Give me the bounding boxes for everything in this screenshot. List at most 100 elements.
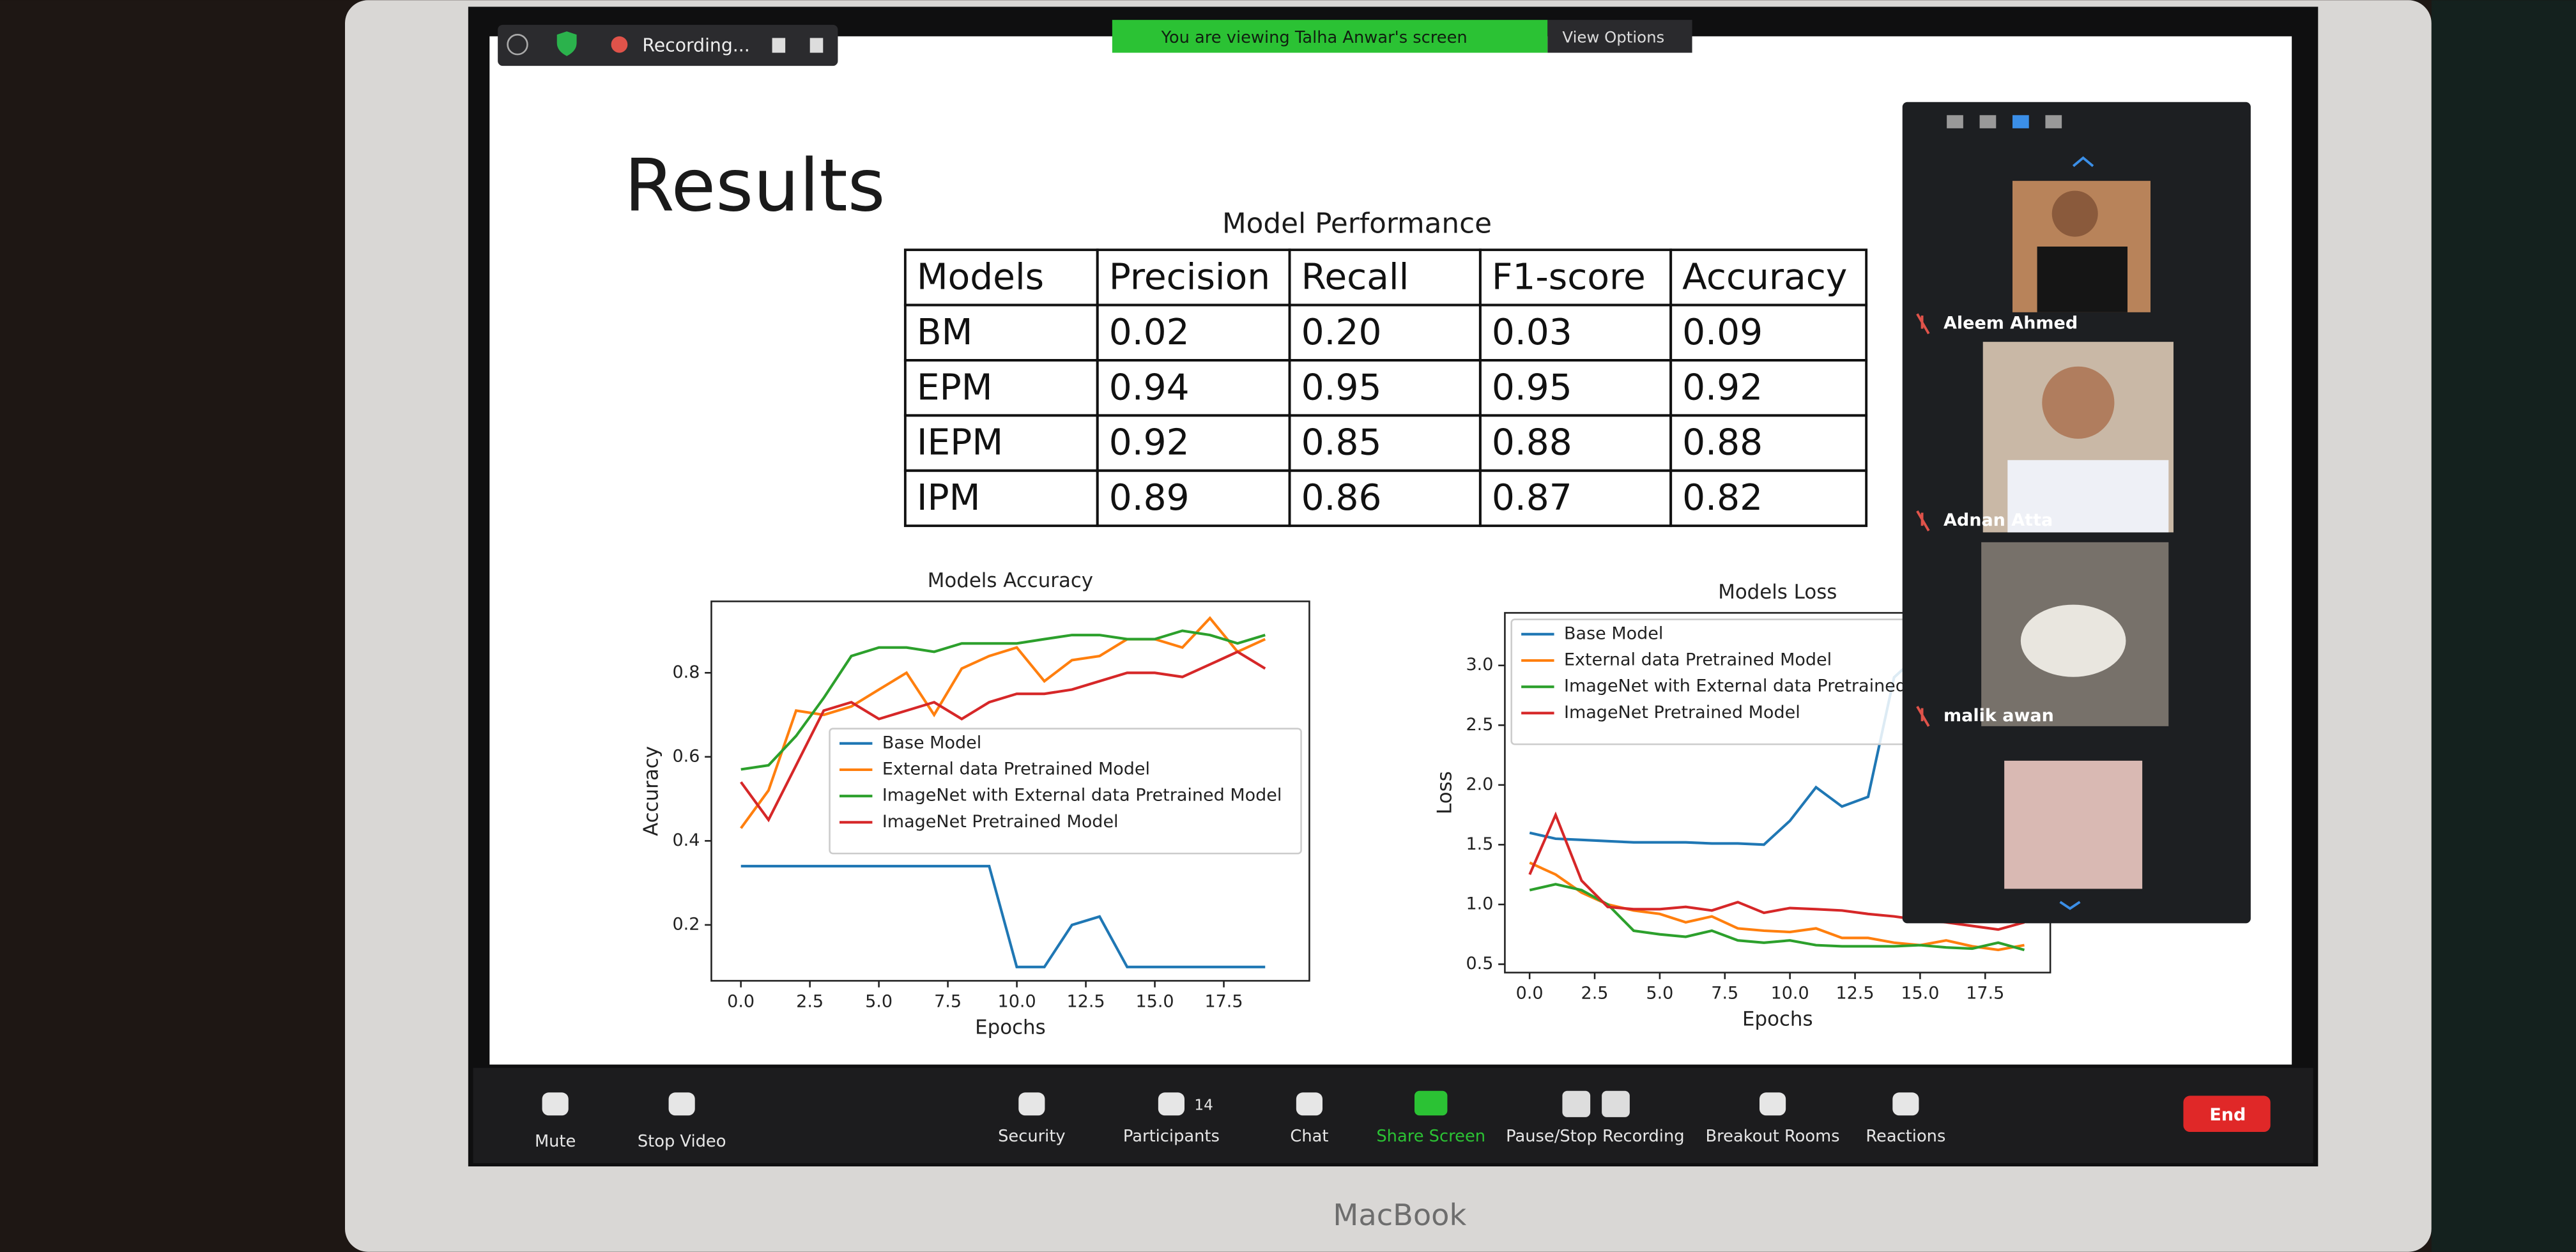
toolbar-label: Chat	[1290, 1127, 1328, 1146]
slide-title: Results	[624, 143, 885, 227]
scroll-up[interactable]	[2072, 156, 2094, 167]
view-icon[interactable]	[1979, 115, 1997, 128]
muted-mic	[1916, 510, 1930, 531]
series-line	[740, 864, 1266, 968]
stop-icon[interactable]	[809, 38, 824, 53]
y-tick-label: 0.6	[672, 746, 700, 766]
share-icon	[1414, 1090, 1448, 1116]
recording-pill	[498, 24, 838, 66]
end-button[interactable]	[2183, 1096, 2271, 1132]
toolbar-label: Share Screen	[1376, 1127, 1485, 1146]
room-right	[2431, 0, 2576, 1252]
x-tick-label: 12.5	[1066, 991, 1105, 1011]
toolbar-button[interactable]: Share Screen	[1376, 1090, 1485, 1147]
table-cell-text: IEPM	[917, 422, 1003, 464]
view-options-bg[interactable]	[1547, 20, 1692, 53]
scroll-down[interactable]	[2059, 901, 2081, 910]
series-line	[1529, 883, 2025, 952]
x-tick-label: 10.0	[1771, 984, 1809, 1004]
x-tick-label: 7.5	[1711, 984, 1738, 1004]
toolbar-label: Stop Video	[638, 1132, 726, 1151]
table-header: Precision	[1109, 256, 1270, 298]
toolbar-button[interactable]: Participants	[1123, 1092, 1220, 1146]
chart-title: Models Loss	[1718, 581, 1837, 604]
toolbar-button[interactable]: Pause/Stop Recording	[1506, 1090, 1685, 1147]
table-cell-text: 0.82	[1682, 477, 1763, 519]
table-header: F1-score	[1492, 256, 1646, 298]
toolbar	[473, 1067, 2313, 1163]
table-cell-text: 0.94	[1109, 366, 1190, 408]
participant-name: Aleem Ahmed	[1943, 313, 2078, 333]
toolbar-button[interactable]: Reactions	[1866, 1092, 1945, 1146]
y-tick-label: 1.5	[1466, 834, 1493, 854]
table-cell-text: 0.02	[1109, 311, 1190, 353]
toolbar-label: Reactions	[1866, 1127, 1945, 1146]
toolbar-button[interactable]: Breakout Rooms	[1706, 1092, 1840, 1146]
recording-label: Recording...	[642, 34, 749, 56]
table-cell-text: 0.88	[1492, 422, 1572, 464]
y-axis-label: Accuracy	[640, 746, 663, 836]
view-icon[interactable]	[1947, 115, 1963, 128]
legend-label: External data Pretrained Model	[882, 760, 1150, 779]
x-tick-label: 10.0	[998, 991, 1036, 1011]
toolbar-button[interactable]: Stop Video	[638, 1092, 726, 1151]
series-line	[740, 650, 1266, 823]
suit	[2037, 247, 2128, 312]
table-cell-text: 0.20	[1301, 311, 1382, 353]
people-icon	[1158, 1092, 1184, 1116]
grid-icon	[1759, 1092, 1786, 1116]
axes-frame	[710, 600, 1310, 982]
table-cell-text: 0.88	[1682, 422, 1763, 464]
pause-icon[interactable]	[772, 38, 786, 53]
y-tick-label: 0.4	[672, 830, 700, 850]
legend-label: External data Pretrained Model	[1564, 650, 1832, 669]
smile-icon	[1892, 1092, 1919, 1116]
view-icon[interactable]	[2012, 115, 2029, 128]
x-tick-label: 5.0	[865, 991, 893, 1011]
table-header: Models	[917, 256, 1044, 298]
table-cell-text: EPM	[917, 366, 993, 408]
participant-name: Adnan Atta	[1943, 510, 2053, 530]
chat-icon	[1296, 1092, 1322, 1116]
y-tick-label: 1.0	[1466, 894, 1493, 913]
legend-box	[829, 728, 1302, 855]
record-dot	[611, 36, 628, 53]
muted-mic	[1916, 706, 1930, 727]
toolbar-button[interactable]: Chat	[1290, 1092, 1328, 1146]
view-icon[interactable]	[2045, 115, 2062, 128]
end-label: End	[2209, 1105, 2246, 1125]
legend-label: Base Model	[1564, 623, 1663, 643]
participant-name: malik awan	[1943, 706, 2054, 726]
table-cell-text: 0.87	[1492, 477, 1572, 519]
view-options: View Options	[1562, 27, 1664, 46]
y-tick-label: 0.5	[1466, 954, 1493, 973]
shield-icon	[1018, 1092, 1045, 1116]
bird	[2020, 604, 2126, 677]
x-tick-label: 15.0	[1135, 991, 1174, 1011]
stop-icon	[1602, 1090, 1630, 1117]
y-tick-label: 0.8	[672, 662, 700, 682]
table-cell-text: 0.95	[1301, 366, 1382, 408]
shield-icon	[556, 31, 577, 56]
table-title: Model Performance	[1222, 208, 1492, 240]
info-icon	[507, 33, 528, 56]
participants-count: 14	[1194, 1097, 1213, 1113]
share-banner-text: You are viewing Talha Anwar's screen	[1161, 28, 1468, 47]
table-cell-text: 0.95	[1492, 366, 1572, 408]
x-tick-label: 7.5	[934, 991, 962, 1011]
toolbar-button[interactable]: Security	[998, 1092, 1066, 1146]
y-tick-label: 2.5	[1466, 715, 1493, 735]
x-tick-label: 5.0	[1646, 984, 1673, 1004]
share-banner	[1112, 20, 1548, 53]
pause-icon	[1562, 1090, 1591, 1117]
toolbar-label: Breakout Rooms	[1706, 1127, 1840, 1146]
face	[2042, 366, 2115, 439]
participant-video	[2004, 760, 2143, 889]
chart-title: Models Accuracy	[928, 569, 1093, 592]
series-line	[740, 629, 1266, 771]
toolbar-label: Participants	[1123, 1127, 1220, 1146]
x-tick-label: 17.5	[1204, 991, 1243, 1011]
toolbar-button[interactable]: Mute	[535, 1092, 576, 1151]
